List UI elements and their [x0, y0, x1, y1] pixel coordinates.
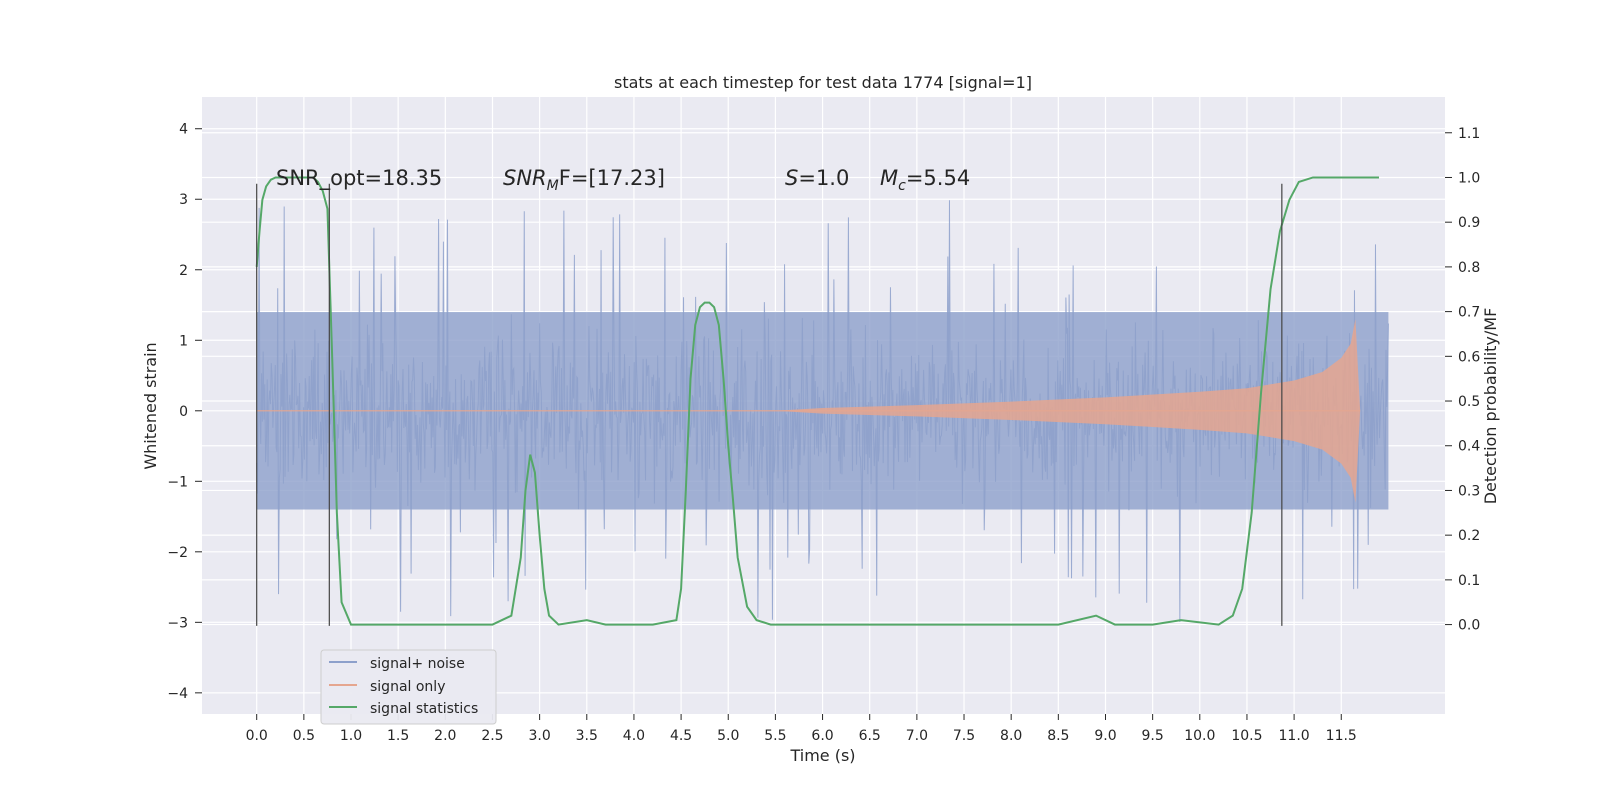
y-right-tick-label: 0.5: [1458, 394, 1480, 410]
y-left-tick-label: −2: [167, 545, 188, 561]
y-axis-right-label: Detection probability/MF: [1481, 308, 1500, 505]
x-tick-label: 6.0: [811, 728, 833, 744]
x-tick-label: 9.5: [1142, 728, 1164, 744]
annotation-snr-mf: SNRMF=[17.23]: [503, 166, 665, 194]
y-axis-left-ticks: 4 3 2 1 0 −1 −2 −3 −4: [167, 122, 202, 702]
y-right-tick-label: 0.8: [1458, 260, 1480, 276]
s-symbol: S: [785, 166, 798, 190]
y-right-tick-label: 1.0: [1458, 170, 1480, 186]
x-tick-label: 2.5: [481, 728, 503, 744]
y-right-tick-label: 0.1: [1458, 573, 1480, 589]
x-tick-label: 1.0: [340, 728, 362, 744]
legend: signal+ noise signal only signal statist…: [320, 649, 497, 725]
mc-symbol: M: [880, 166, 898, 190]
annotation-snr-opt: SNR_opt=18.35: [276, 166, 442, 191]
y-axis-left-label: Whitened strain: [141, 342, 160, 469]
y-right-tick-label: 0.9: [1458, 215, 1480, 231]
x-tick-label: 7.5: [953, 728, 975, 744]
annotation-s: S=1.0: [785, 166, 849, 190]
y-left-tick-label: −3: [167, 615, 188, 631]
y-right-tick-label: 0.4: [1458, 439, 1480, 455]
legend-label-signal-statistics: signal statistics: [370, 701, 478, 717]
x-axis-label: Time (s): [789, 746, 855, 765]
x-tick-label: 4.0: [623, 728, 645, 744]
x-tick-label: 5.5: [764, 728, 786, 744]
legend-box: [320, 649, 497, 725]
x-tick-label: 2.0: [434, 728, 456, 744]
y-left-tick-label: −1: [167, 474, 188, 490]
x-tick-label: 3.5: [576, 728, 598, 744]
x-tick-label: 11.0: [1279, 728, 1310, 744]
y-right-tick-label: 1.1: [1458, 126, 1480, 142]
y-left-tick-label: −4: [167, 686, 188, 702]
annotation-mc: Mc=5.54: [880, 166, 970, 194]
x-tick-label: 11.5: [1326, 728, 1357, 744]
y-right-tick-label: 0.3: [1458, 483, 1480, 499]
y-right-tick-label: 0.6: [1458, 349, 1480, 365]
y-left-tick-label: 4: [179, 122, 188, 138]
x-tick-label: 9.0: [1094, 728, 1116, 744]
x-tick-label: 8.0: [1000, 728, 1022, 744]
x-tick-label: 8.5: [1047, 728, 1069, 744]
legend-label-signal-noise: signal+ noise: [370, 656, 465, 672]
snr-mf-subscript: M: [547, 178, 559, 194]
x-tick-label: 10.0: [1184, 728, 1215, 744]
y-right-tick-label: 0.7: [1458, 305, 1480, 321]
y-axis-right-ticks: 1.1 1.0 0.9 0.8 0.7 0.6 0.5 0.4 0.3 0.2 0.1 0.0: [1445, 126, 1480, 634]
y-right-tick-label: 0.2: [1458, 528, 1480, 544]
y-left-tick-label: 0: [179, 404, 188, 420]
s-value: =1.0: [798, 166, 849, 190]
x-tick-label: 3.0: [528, 728, 550, 744]
x-tick-label: 5.0: [717, 728, 739, 744]
y-left-tick-label: 2: [179, 263, 188, 279]
chart-title: stats at each timestep for test data 177…: [614, 73, 1032, 92]
series-layer: [255, 176, 1389, 626]
x-tick-label: 6.5: [859, 728, 881, 744]
x-tick-label: 4.5: [670, 728, 692, 744]
x-tick-label: 10.5: [1231, 728, 1262, 744]
mc-value: =5.54: [906, 166, 970, 190]
vertical-markers: [256, 183, 1283, 626]
x-axis-ticks: 0.0 0.5 1.0 1.5 2.0 2.5 3.0 3.5 4.0 4.5 5.0 5.5 6.0 6…: [246, 714, 1357, 744]
x-tick-label: 1.5: [387, 728, 409, 744]
y-left-tick-label: 3: [179, 192, 188, 208]
snr-mf-symbol: SNR: [503, 166, 547, 190]
mc-subscript: c: [898, 178, 906, 194]
x-tick-label: 0.5: [293, 728, 315, 744]
x-tick-label: 7.0: [906, 728, 928, 744]
y-left-tick-label: 1: [179, 333, 188, 349]
y-right-tick-label: 0.0: [1458, 618, 1480, 634]
x-tick-label: 0.0: [246, 728, 268, 744]
legend-label-signal-only: signal only: [370, 679, 445, 695]
series-signal-statistics-line: [255, 176, 1379, 626]
snr-mf-value: F=[17.23]: [559, 166, 665, 190]
